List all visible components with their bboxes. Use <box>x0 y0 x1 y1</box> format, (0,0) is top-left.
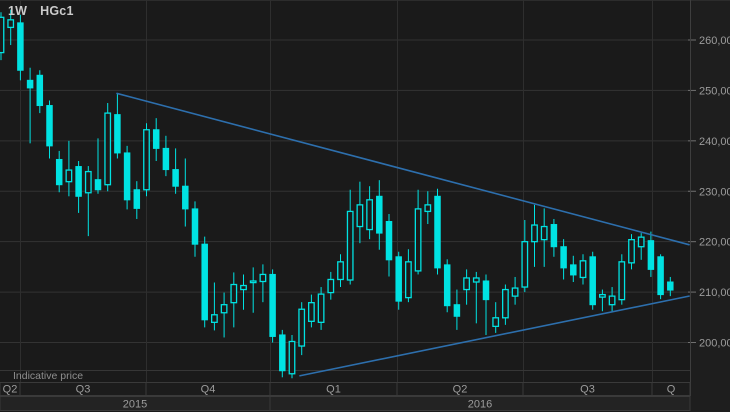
candle-body-down <box>26 79 34 89</box>
candle-body-down <box>385 221 393 261</box>
y-axis-label: 230,00 <box>699 186 730 198</box>
chart-legend: 1W HGc1 <box>8 4 74 18</box>
y-axis-label: 260,00 <box>699 35 730 47</box>
y-axis-label: 200,00 <box>699 338 730 350</box>
candle-body-down <box>191 208 199 245</box>
candle-body-down <box>376 195 383 234</box>
candle-body-down <box>55 158 63 186</box>
candle-body-down <box>560 246 567 269</box>
x-axis-quarter-label: Q4 <box>201 384 216 396</box>
y-axis-label: 220,00 <box>699 237 730 249</box>
candle-body-down <box>36 74 44 107</box>
candle-body-down <box>395 256 402 302</box>
candle-body-up <box>521 241 529 288</box>
indicative-price-label: Indicative price <box>13 370 84 382</box>
candle-body-up <box>317 293 325 323</box>
candle-body-up <box>249 280 257 284</box>
candle-body-down <box>172 169 179 187</box>
candle-body-up <box>0 16 5 54</box>
candle-body-down <box>434 195 441 269</box>
candle-body-up <box>259 273 267 283</box>
candle-body-up <box>356 204 364 228</box>
x-axis-quarter-label: Q3 <box>580 384 595 396</box>
x-axis-year-label: 2015 <box>123 399 147 411</box>
y-axis-label: 240,00 <box>699 136 730 148</box>
candle-body-up <box>579 260 587 279</box>
candle-body-down <box>482 280 490 301</box>
candle-body-up <box>7 19 15 29</box>
price-axis-band <box>690 0 730 412</box>
x-axis-quarter-label: Q2 <box>3 384 18 396</box>
candle-body-down <box>570 264 577 276</box>
x-axis-quarter-cell <box>651 382 691 396</box>
candle-body-up <box>220 304 228 314</box>
candle-body-down <box>75 166 82 197</box>
x-axis-year-label: 2016 <box>468 399 492 411</box>
candle-body-down <box>201 243 208 321</box>
candle-body-down <box>182 185 189 210</box>
candle-body-down <box>550 224 558 248</box>
candle-body-up <box>346 210 354 281</box>
candle-body-up <box>104 112 112 186</box>
candle-body-up <box>65 169 73 183</box>
x-axis-quarter-label: Q3 <box>76 384 91 396</box>
candle-body-down <box>443 264 451 307</box>
candle-body-up <box>337 261 344 281</box>
y-axis-label: 250,00 <box>699 85 730 97</box>
candle-body-up <box>84 170 92 194</box>
candle-body-up <box>210 314 218 323</box>
x-axis-quarter-label: Q1 <box>326 384 341 396</box>
symbol-label[interactable]: HGc1 <box>40 4 74 18</box>
candle-body-up <box>327 278 335 294</box>
candle-body-down <box>269 273 276 337</box>
x-axis-quarter-label: Q <box>667 384 676 396</box>
upper-trendline[interactable] <box>116 92 690 246</box>
candle-body-up <box>618 261 626 301</box>
candle-body-up <box>424 204 432 213</box>
candle-body-up <box>599 293 606 298</box>
candle-body-up <box>501 288 509 319</box>
candle-body-down <box>123 152 131 201</box>
candle-body-up <box>240 284 247 291</box>
candle-body-down <box>17 22 24 71</box>
candle-body-down <box>279 334 286 372</box>
x-axis-quarter-label: Q2 <box>453 384 468 396</box>
candle-body-down <box>453 304 461 317</box>
candle-body-down <box>133 189 141 209</box>
lower-trendline[interactable] <box>299 295 690 377</box>
timeframe-label[interactable]: 1W <box>8 4 28 18</box>
candle-body-down <box>152 129 160 149</box>
candle-body-up <box>608 295 616 306</box>
candle-body-down <box>657 256 664 296</box>
candle-body-down <box>647 240 655 270</box>
candle-body-up <box>463 277 471 291</box>
candle-body-up <box>230 283 238 304</box>
candle-body-down <box>589 256 596 306</box>
y-axis-label: 210,00 <box>699 287 730 299</box>
candle-body-up <box>414 208 422 272</box>
candle-body-down <box>114 114 121 154</box>
candle-body-up <box>307 302 315 322</box>
candle-body-up <box>404 261 412 299</box>
candle-body-up <box>531 224 538 243</box>
candle-body-up <box>511 287 519 297</box>
candle-body-up <box>288 340 296 375</box>
x-axis-year-cell <box>269 396 691 411</box>
candle-body-down <box>162 147 170 171</box>
candle-body-up <box>298 308 306 347</box>
candle-body-up <box>492 317 500 328</box>
candle-body-up <box>637 236 645 248</box>
candle-body-up <box>628 238 635 264</box>
candle-body-up <box>366 199 374 231</box>
candle-body-down <box>94 179 102 191</box>
candle-body-down <box>667 281 674 291</box>
candle-body-up <box>143 129 150 191</box>
candle-body-up <box>540 225 548 241</box>
candle-body-up <box>472 277 480 283</box>
candle-body-down <box>46 105 53 147</box>
